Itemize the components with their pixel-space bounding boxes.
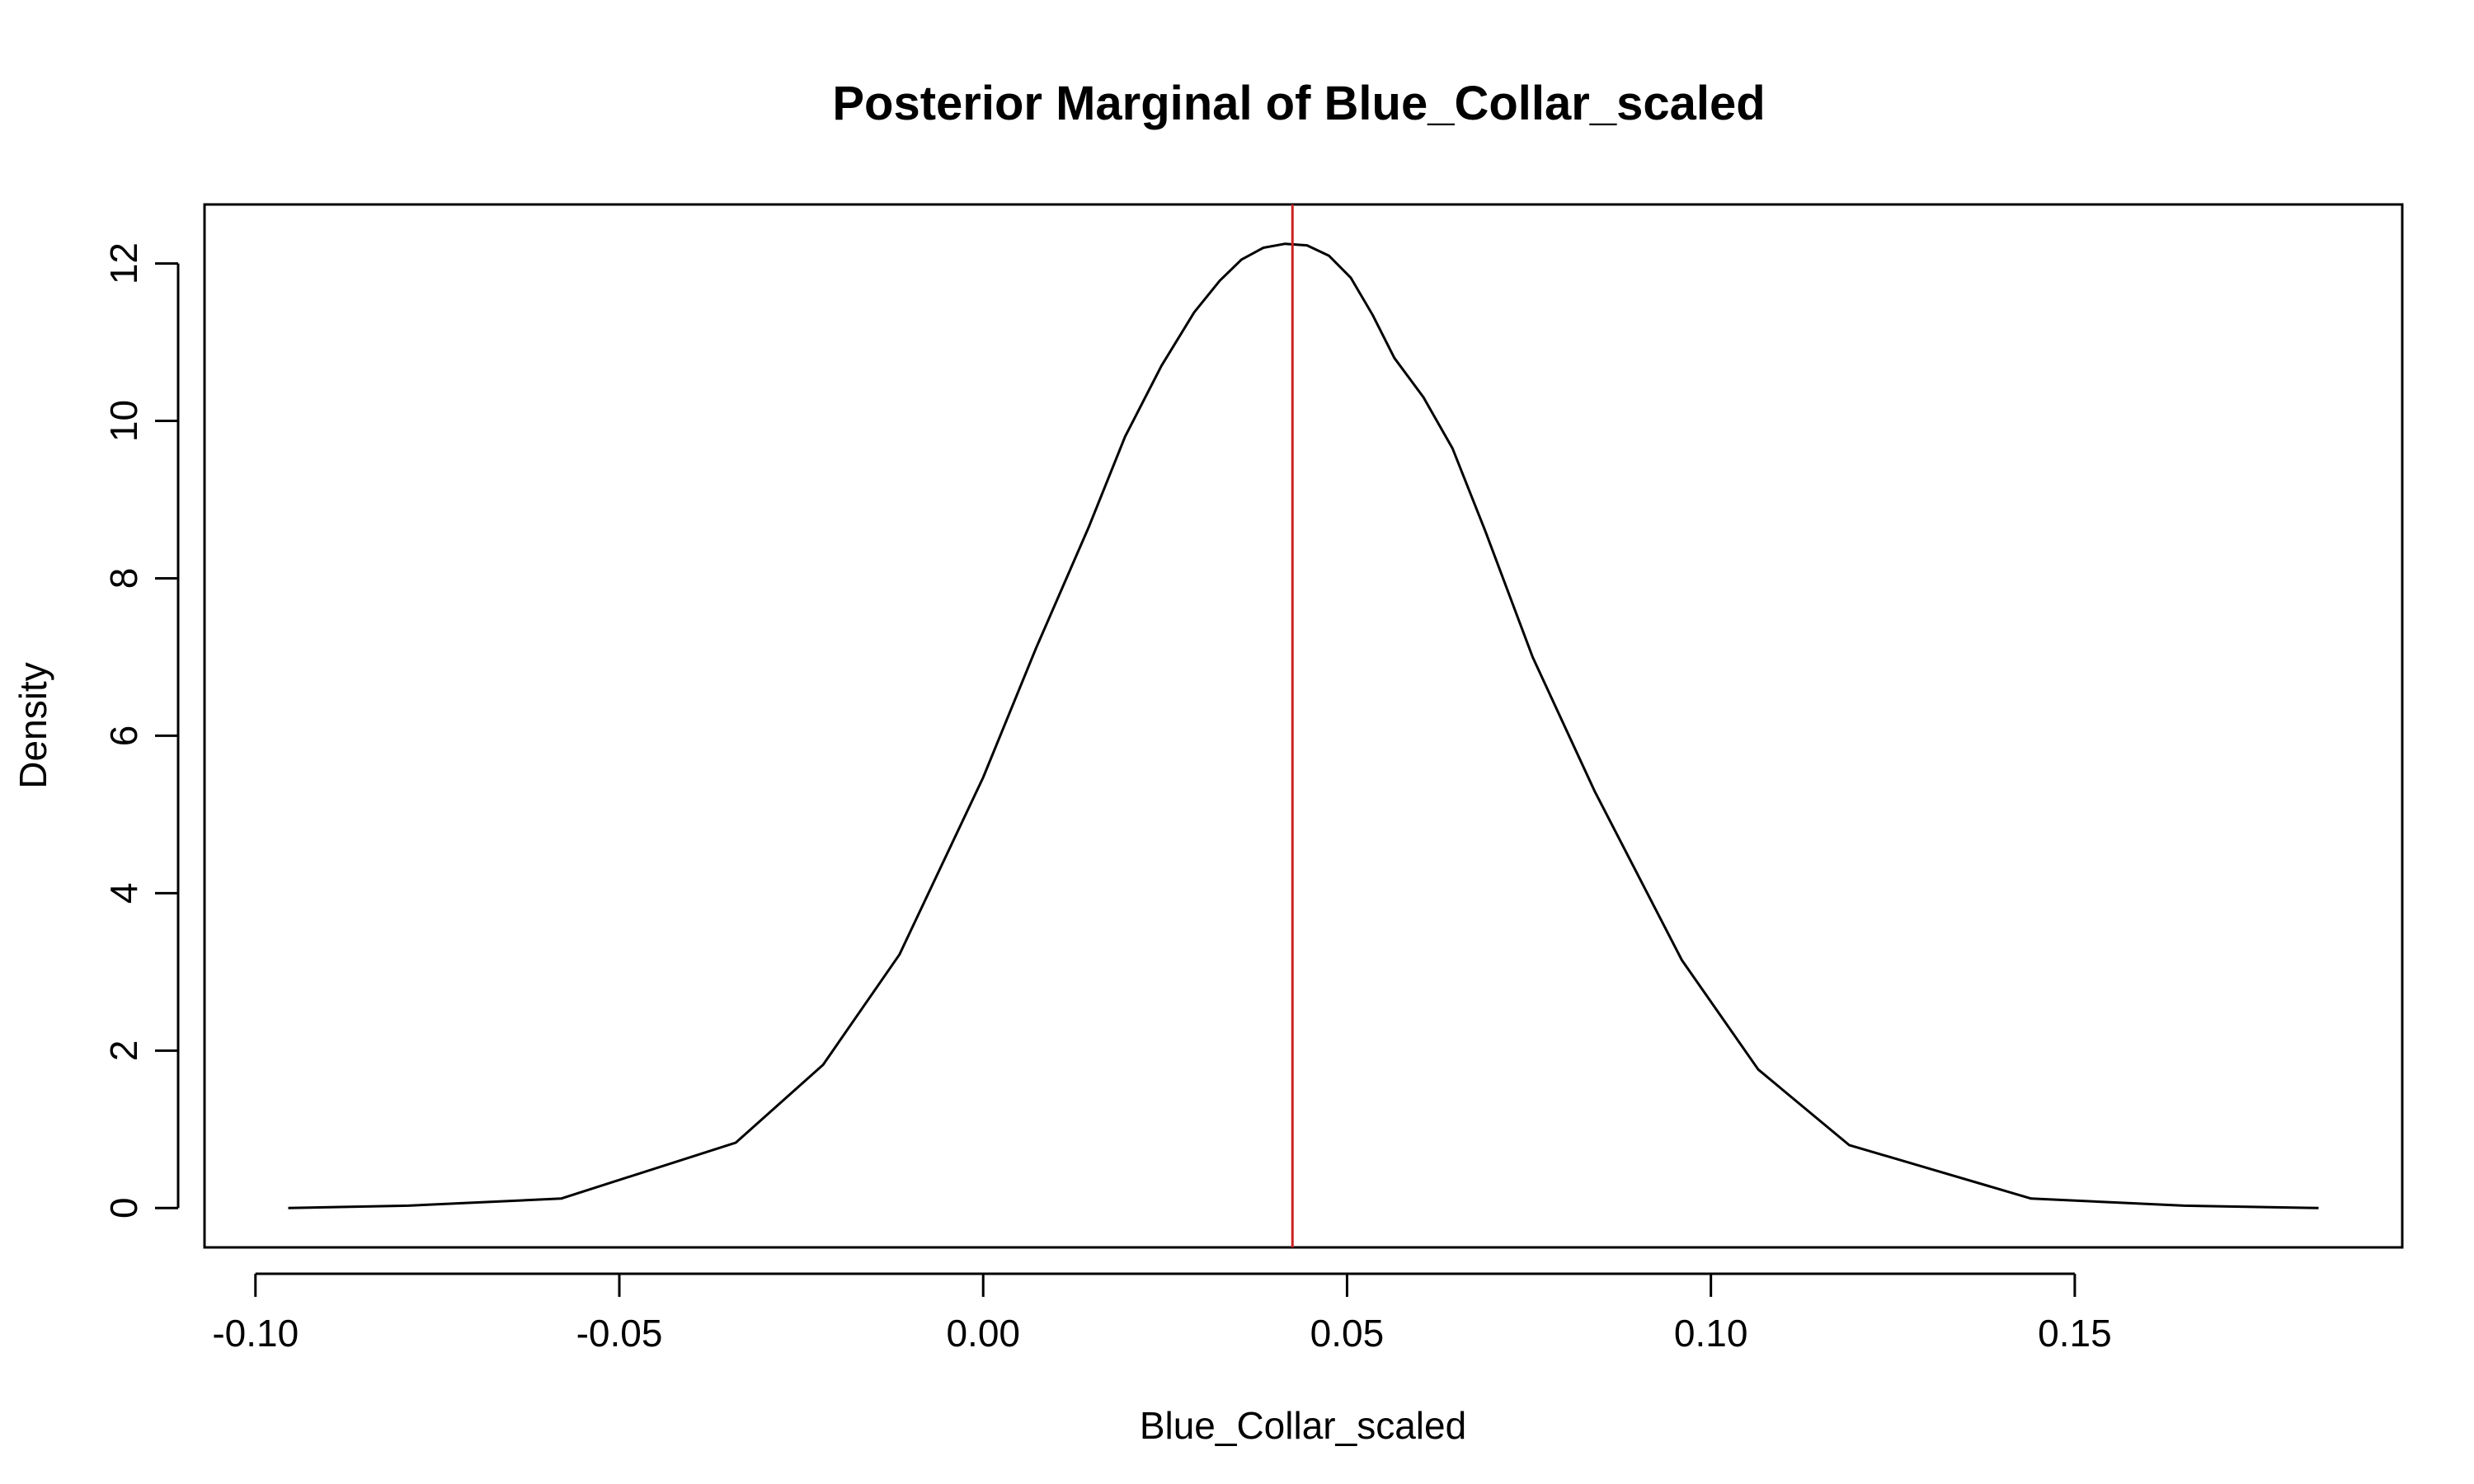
- y-tick-label: 0: [102, 1197, 145, 1219]
- chart-title: Posterior Marginal of Blue_Collar_scaled: [832, 77, 1765, 130]
- y-axis: 0 2 4 6 8 10 12: [102, 242, 180, 1219]
- plot-frame: [203, 203, 2404, 1249]
- y-tick-label: 2: [102, 1040, 145, 1062]
- y-tick-label: 8: [102, 568, 145, 589]
- y-axis-label: Density: [12, 662, 54, 788]
- x-tick-label: 0.15: [2038, 1312, 2112, 1355]
- x-tick-label: -0.10: [212, 1312, 299, 1355]
- x-tick-label: 0.10: [1674, 1312, 1748, 1355]
- y-tick-label: 6: [102, 726, 145, 747]
- x-tick-label: 0.05: [1310, 1312, 1385, 1355]
- x-tick-label: -0.05: [576, 1312, 663, 1355]
- x-axis: -0.10 -0.05 0.00 0.05 0.10 0.15: [212, 1272, 2112, 1355]
- y-tick-label: 4: [102, 883, 145, 904]
- x-tick-label: 0.00: [946, 1312, 1020, 1355]
- x-axis-label: Blue_Collar_scaled: [1140, 1404, 1466, 1447]
- y-tick-label: 10: [102, 400, 145, 442]
- density-curve: [288, 242, 2319, 1209]
- y-tick-label: 12: [102, 242, 145, 284]
